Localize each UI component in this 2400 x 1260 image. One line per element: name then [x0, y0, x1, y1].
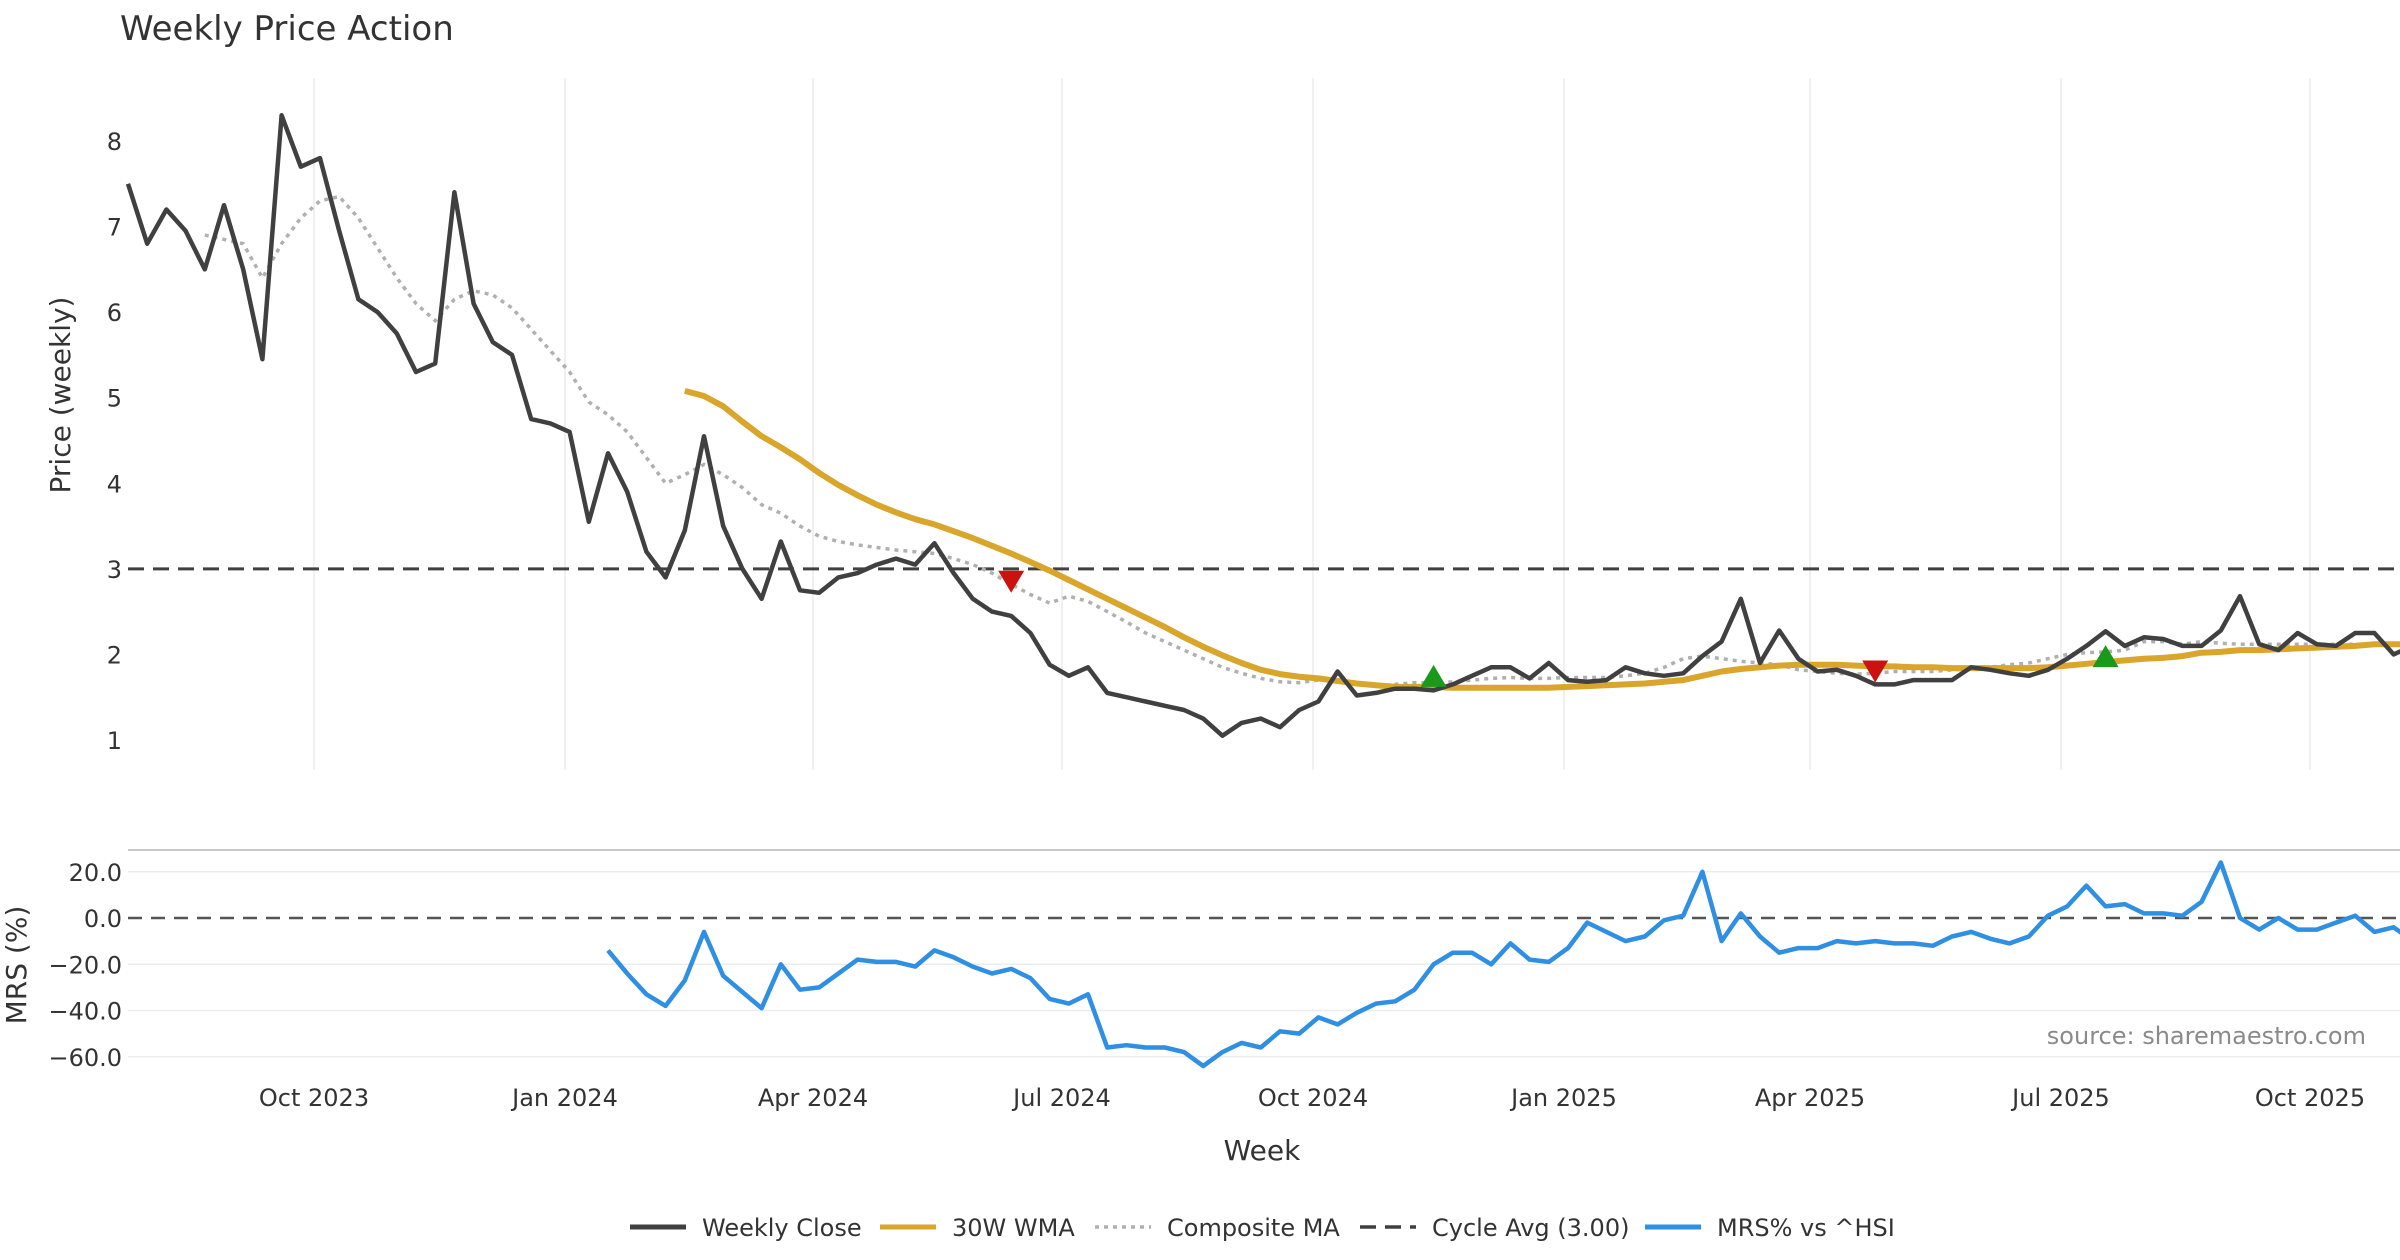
mrs-line: [606, 860, 2400, 1069]
signal-markers: [998, 570, 2119, 687]
price-gridlines: [313, 78, 2311, 770]
x-tick: Jan 2024: [510, 1084, 618, 1112]
x-tick: Jan 2025: [1509, 1084, 1617, 1112]
mrs-y-tick-labels: 20.0 0.0 −20.0 −40.0 −60.0: [48, 859, 122, 1072]
x-tick: Jul 2025: [2010, 1084, 2110, 1112]
mrs-y-tick: −60.0: [48, 1044, 122, 1072]
chart-title: Weekly Price Action: [120, 9, 454, 49]
composite-ma-line: [204, 194, 2375, 688]
legend-label: Weekly Close: [702, 1214, 862, 1242]
buy-signal-marker: [2092, 645, 2119, 668]
x-tick-labels: Oct 2023 Jan 2024 Apr 2024 Jul 2024 Oct 2024…: [259, 1084, 2365, 1112]
source-note: source: sharemaestro.com: [2047, 1022, 2366, 1050]
price-y-tick: 7: [107, 214, 122, 242]
price-y-tick: 8: [107, 128, 122, 156]
price-y-tick: 3: [107, 556, 122, 584]
price-y-tick: 4: [107, 470, 122, 498]
price-y-tick: 6: [107, 299, 122, 327]
price-y-tick: 1: [107, 727, 122, 755]
x-tick: Oct 2023: [259, 1084, 369, 1112]
x-tick: Apr 2024: [758, 1084, 868, 1112]
sell-signal-marker: [1862, 660, 1889, 683]
mrs-gridlines: [128, 871, 2400, 1058]
price-y-tick: 5: [107, 385, 122, 413]
mrs-y-tick: −20.0: [48, 951, 122, 979]
price-y-axis-label: Price (weekly): [44, 297, 77, 494]
mrs-y-tick: −40.0: [48, 998, 122, 1026]
sell-signal-marker: [998, 570, 1025, 593]
mrs-y-axis-label: MRS (%): [0, 906, 33, 1025]
legend-label: Cycle Avg (3.00): [1432, 1214, 1629, 1242]
wma-30w-line: [684, 388, 2400, 691]
x-tick: Apr 2025: [1755, 1084, 1865, 1112]
x-tick: Oct 2025: [2255, 1084, 2365, 1112]
x-axis-label: Week: [1224, 1134, 1301, 1167]
x-tick: Oct 2024: [1258, 1084, 1368, 1112]
legend-label: MRS% vs ^HSI: [1717, 1214, 1895, 1242]
x-tick: Jul 2024: [1011, 1084, 1111, 1112]
buy-signal-marker: [1420, 664, 1447, 687]
mrs-y-tick: 20.0: [69, 859, 122, 887]
legend: Weekly Close 30W WMA Composite MA Cycle Avg…: [630, 1214, 1895, 1242]
weekly-close-line: [125, 113, 2400, 738]
price-y-tick: 2: [107, 641, 122, 669]
legend-label: Composite MA: [1167, 1214, 1340, 1242]
price-y-tick-labels: 1 2 3 4 5 6 7 8: [107, 128, 122, 755]
legend-label: 30W WMA: [952, 1214, 1075, 1242]
mrs-y-tick: 0.0: [84, 905, 122, 933]
